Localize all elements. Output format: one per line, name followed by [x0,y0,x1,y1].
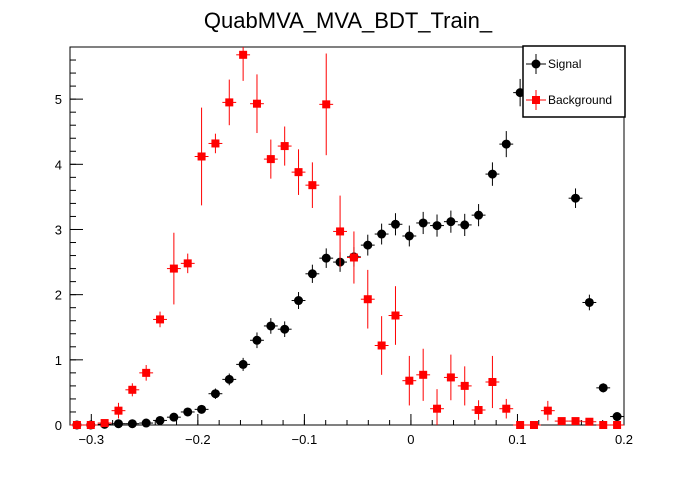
data-point-signal [266,321,276,331]
legend: Signal Background [522,45,626,118]
data-point-signal [501,139,511,149]
data-point-background [100,419,109,428]
data-point-background [252,99,261,108]
data-point-background [460,381,469,390]
data-point-background [419,370,428,379]
data-point-background [613,421,622,429]
data-point-background [446,373,455,382]
y-tick-label: 3 [55,222,62,237]
data-point-background [488,377,497,386]
x-tick-label: 0.2 [615,432,633,447]
data-point-background [225,98,234,107]
data-point-signal [404,231,414,241]
data-point-signal [460,220,470,230]
data-point-signal [474,210,484,220]
data-point-background [322,100,331,109]
data-point-background [72,421,81,429]
y-tick-label: 4 [55,157,62,172]
data-point-signal [390,219,400,229]
data-point-background [502,404,511,413]
y-tick-label: 2 [55,288,62,303]
x-tick-label: −0.1 [292,432,318,447]
data-point-background [308,181,317,190]
data-point-background [336,227,345,236]
data-point-background [280,142,289,151]
data-point-signal [238,359,248,369]
data-point-background [86,421,95,429]
data-point-signal [252,335,262,345]
data-point-background [349,253,358,262]
data-point-signal [612,412,622,422]
data-point-background [211,139,220,148]
data-point-background [377,341,386,350]
data-point-background [156,315,165,324]
data-point-background [142,368,151,377]
legend-signal-marker [531,59,541,69]
data-point-signal [169,412,179,422]
data-point-background [585,417,594,426]
data-point-signal [197,404,207,414]
legend-background-label: Background [548,93,612,107]
data-point-background [169,264,178,273]
data-point-background [474,406,483,415]
data-point-background [363,295,372,304]
data-point-signal [224,374,234,384]
data-point-background [516,421,525,429]
data-point-background [391,311,400,320]
data-point-background [239,50,248,59]
data-point-signal [155,415,165,425]
y-axis: 0 1 2 3 4 5 [55,46,83,433]
data-point-background [197,152,206,161]
data-point-background [571,417,580,426]
legend-background-marker [532,96,540,104]
x-tick-label: −0.3 [78,432,104,447]
legend-box [522,45,626,118]
data-point-background [529,421,538,429]
data-point-signal [127,419,137,429]
data-point-background [266,155,275,164]
data-point-background [433,404,442,413]
data-point-signal [598,383,608,393]
data-point-signal [584,297,594,307]
data-point-signal [487,169,497,179]
data-point-signal [432,221,442,231]
data-point-signal [141,418,151,428]
data-point-background [294,168,303,177]
data-point-signal [183,407,193,417]
x-axis: −0.3 −0.2 −0.1 0 0.1 0.2 [69,414,633,447]
data-point-background [557,417,566,426]
x-tick-label: −0.2 [185,432,211,447]
data-point-signal [363,240,373,250]
data-point-signal [294,296,304,306]
x-tick-label: 0.1 [508,432,526,447]
legend-signal-label: Signal [548,57,581,71]
data-point-signal [113,419,123,429]
data-point-background [543,406,552,415]
data-point-signal [418,218,428,228]
data-point-signal [280,324,290,334]
data-point-signal [446,217,456,227]
y-tick-label: 0 [55,418,62,433]
data-point-background [114,406,123,415]
data-point-signal [377,229,387,239]
chart-title: QuabMVA_MVA_BDT_Train_ [204,8,493,33]
data-point-background [599,421,608,429]
data-point-signal [210,389,220,399]
data-point-background [128,385,137,394]
y-tick-label: 5 [55,92,62,107]
data-point-background [183,259,192,268]
y-tick-label: 1 [55,353,62,368]
x-tick-label: 0 [407,432,414,447]
data-point-background [405,376,414,385]
data-point-signal [307,269,317,279]
series-background [70,47,624,429]
series-layer [70,47,624,430]
data-point-signal [571,193,581,203]
data-point-signal [321,253,331,263]
